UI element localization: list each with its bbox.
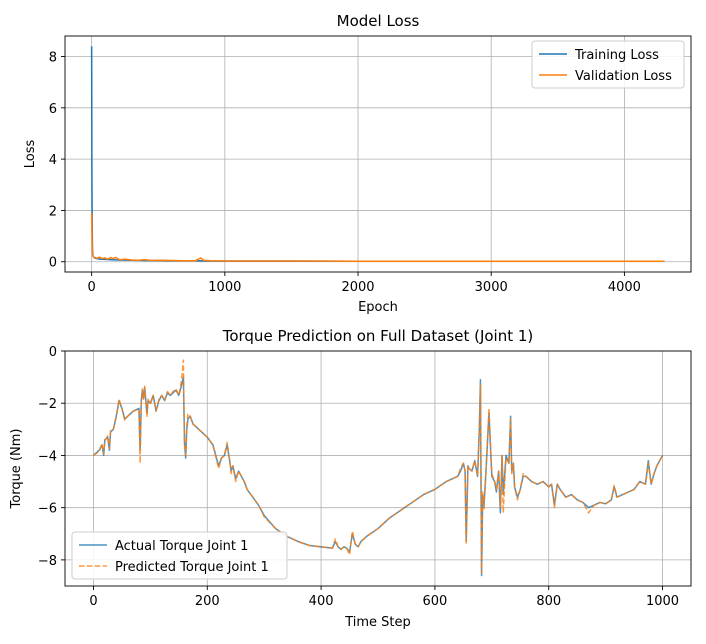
torque-xtick-label-5: 1000 — [646, 594, 679, 609]
torque-xtick-label-1: 200 — [195, 594, 220, 609]
loss-chart: 0 1000 2000 3000 4000 0 2 4 6 8 Model Loss Epoch Los… — [23, 12, 692, 315]
torque-xtick-label-2: 400 — [309, 594, 334, 609]
loss-x-axis-label: Epoch — [358, 300, 398, 315]
loss-axes-frame — [64, 35, 692, 273]
torque-xtick-label-4: 800 — [536, 594, 561, 609]
loss-legend: Training Loss Validation Loss — [531, 40, 685, 89]
loss-xtick-label-4: 4000 — [608, 280, 641, 295]
torque-xtick-label-3: 600 — [422, 594, 447, 609]
torque-legend-box — [71, 531, 288, 580]
torque-y-axis-label: Torque (Nm) — [9, 429, 24, 510]
torque-ytick-label-2: −4 — [38, 449, 57, 464]
torque-legend-label-1: Predicted Torque Joint 1 — [115, 560, 269, 575]
torque-x-axis-label: Time Step — [344, 615, 411, 630]
loss-ytick-label-0: 0 — [49, 256, 57, 271]
loss-xtick-label-3: 3000 — [475, 280, 508, 295]
loss-ytick-label-4: 8 — [49, 51, 57, 66]
loss-ytick-label-1: 2 — [49, 204, 57, 219]
torque-ytick-label-0: 0 — [49, 345, 57, 360]
loss-ytick-label-3: 6 — [49, 102, 57, 117]
torque-chart-title: Torque Prediction on Full Dataset (Joint… — [222, 327, 534, 345]
loss-ytick-label-2: 4 — [49, 153, 57, 168]
loss-chart-title: Model Loss — [337, 12, 420, 30]
torque-ytick-label-3: −6 — [38, 502, 57, 517]
loss-xtick-label-0: 0 — [87, 280, 95, 295]
torque-axes-frame — [64, 350, 692, 587]
loss-legend-box — [531, 40, 685, 89]
torque-series-1-line — [93, 359, 664, 574]
torque-legend: Actual Torque Joint 1 Predicted Torque Jo… — [71, 531, 288, 580]
loss-legend-label-0: Training Loss — [574, 48, 659, 63]
torque-ytick-label-4: −8 — [38, 554, 57, 569]
torque-legend-label-0: Actual Torque Joint 1 — [115, 539, 248, 554]
torque-ytick-label-1: −2 — [38, 397, 57, 412]
loss-series-1-line — [90, 212, 665, 262]
loss-y-axis-label: Loss — [23, 140, 38, 169]
torque-chart: 0 200 400 600 800 1000 0 −2 −4 −6 −8 Torque Predict… — [9, 327, 692, 630]
loss-legend-label-1: Validation Loss — [575, 69, 672, 84]
loss-xtick-label-2: 2000 — [341, 280, 374, 295]
torque-xtick-label-0: 0 — [89, 594, 97, 609]
loss-xtick-label-1: 1000 — [208, 280, 241, 295]
